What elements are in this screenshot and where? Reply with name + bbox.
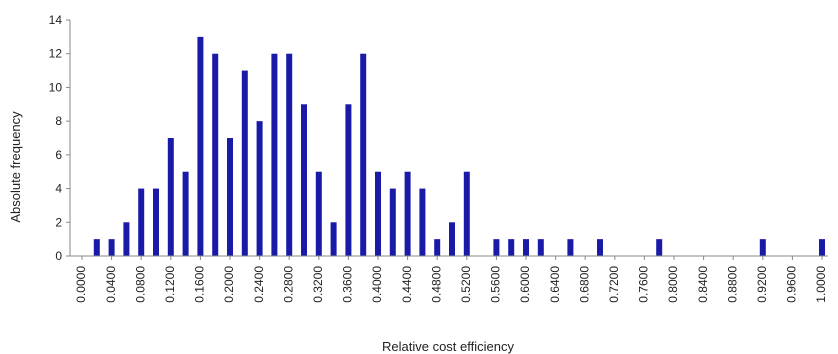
x-tick-label: 0.0800 [133,266,147,303]
x-axis-ticks: 0.0000 0.0400 0.0800 0.1200 0.1600 0.2000 0.24… [74,256,828,303]
x-tick-label: 0.6800 [577,266,591,303]
y-axis-ticks: 0 2 4 6 8 10 12 14 [49,13,70,263]
x-tick-label: 0.1200 [163,266,177,303]
y-tick-label: 0 [55,249,62,263]
y-tick-label: 10 [49,80,63,94]
histogram-bar [508,239,515,256]
histogram-bar [315,171,322,256]
y-tick-label: 8 [55,114,62,128]
histogram-bar [93,239,100,256]
x-tick-label: 0.9200 [755,266,769,303]
x-tick-label: 0.6000 [518,266,532,303]
histogram-bar [197,36,204,256]
histogram-bar [493,239,500,256]
x-tick-label: 0.8000 [666,266,680,303]
x-tick-label: 0.2400 [252,266,266,303]
histogram-bar [360,53,367,256]
histogram-bar [597,239,603,256]
histogram-bar [123,222,130,256]
x-tick-label: 0.2800 [281,266,295,303]
histogram-bar [271,53,278,256]
y-tick-label: 2 [55,215,62,229]
x-tick-label: 0.9600 [785,266,799,303]
histogram-bar [567,239,574,256]
histogram-bar [286,53,293,256]
histogram-bar [153,188,159,256]
x-tick-label: 0.0400 [104,266,118,303]
histogram-bar [108,239,115,256]
histogram-bar [301,104,307,257]
x-tick-label: 0.1600 [193,266,207,303]
x-axis-title: Relative cost efficiency [382,339,514,354]
histogram-bar [404,171,411,256]
histogram-bar [212,53,219,256]
histogram-bar [182,171,189,256]
y-axis-title: Absolute frequency [8,111,23,223]
y-tick-label: 6 [55,148,62,162]
x-tick-label: 0.8400 [696,266,710,303]
histogram-bar [241,70,248,256]
x-tick-label: 0.4400 [400,266,414,303]
histogram-bar [345,104,352,257]
histogram-bar [449,222,455,256]
histogram-bar [256,121,263,257]
histogram-bar [389,188,396,256]
histogram-bar [434,239,441,256]
histogram-bar [419,188,426,256]
histogram-bar [819,239,825,256]
histogram-bar [463,171,470,256]
x-tick-label: 0.3200 [311,266,325,303]
x-tick-label: 0.5200 [459,266,473,303]
histogram-bar [375,171,381,256]
x-tick-label: 0.7600 [637,266,651,303]
x-tick-label: 0.3600 [341,266,355,303]
y-tick-label: 4 [55,182,62,196]
x-tick-label: 0.0000 [74,266,88,303]
histogram-bar [656,239,663,256]
x-tick-label: 0.4000 [370,266,384,303]
histogram-bar [167,138,174,256]
histogram-bar [227,138,233,256]
bars-group [93,36,825,257]
x-tick-label: 0.2000 [222,266,236,303]
x-tick-label: 0.6400 [548,266,562,303]
histogram-bar [537,239,544,256]
x-tick-label: 1.0000 [814,266,828,303]
y-tick-label: 12 [49,47,63,61]
x-tick-label: 0.5600 [489,266,503,303]
histogram-bar [759,239,766,256]
y-tick-label: 14 [49,13,63,27]
x-tick-label: 0.7200 [607,266,621,303]
histogram-bar [138,188,145,256]
histogram-bar [330,222,337,256]
x-tick-label: 0.8800 [725,266,739,303]
histogram-bar [523,239,529,256]
x-tick-label: 0.4800 [429,266,443,303]
